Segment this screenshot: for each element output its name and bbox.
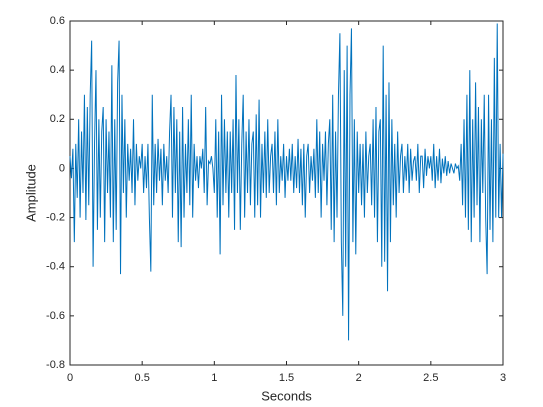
plot-area: [69, 20, 504, 366]
x-tick-label: 3: [500, 372, 506, 384]
y-tick-label: -0.6: [46, 310, 65, 322]
y-tick-label: 0.2: [50, 113, 65, 125]
x-tick-label: 2.5: [423, 372, 438, 384]
x-tick-label: 1.5: [279, 372, 294, 384]
x-axis-label: Seconds: [261, 388, 312, 403]
x-tick-label: 1: [211, 372, 217, 384]
y-axis-label: Amplitude: [23, 164, 38, 222]
x-tick-label: 2: [356, 372, 362, 384]
x-tick-label: 0: [67, 372, 73, 384]
signal-line: [69, 23, 504, 341]
y-tick-label: 0.6: [50, 15, 65, 27]
x-tick-label: 0.5: [135, 372, 150, 384]
y-tick-label: 0: [59, 162, 65, 174]
y-tick-label: -0.4: [46, 261, 65, 273]
y-tick-label: -0.2: [46, 211, 65, 223]
y-tick-label: 0.4: [50, 64, 65, 76]
y-tick-label: -0.8: [46, 359, 65, 371]
